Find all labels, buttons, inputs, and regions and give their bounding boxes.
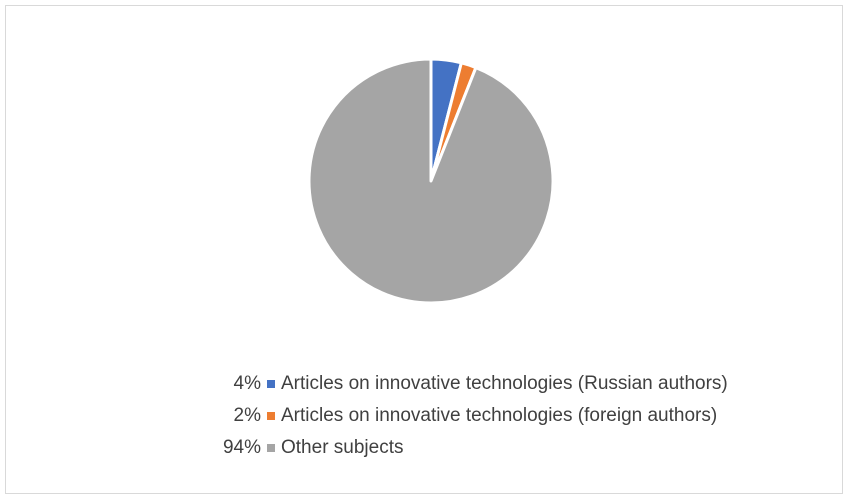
pie-slice-3 bbox=[307, 57, 555, 305]
legend-percent-label: 94% bbox=[222, 437, 261, 458]
pie-chart bbox=[307, 57, 555, 305]
chart-area: 4% Articles on innovative technologies (… bbox=[5, 5, 843, 494]
legend-item-foreign-authors: 2% Articles on innovative technologies (… bbox=[199, 401, 718, 431]
legend-percent-label: 4% bbox=[233, 373, 261, 394]
legend-swatch-orange bbox=[267, 412, 275, 420]
legend-swatch-blue bbox=[267, 380, 275, 388]
legend-label: Other subjects bbox=[281, 437, 404, 458]
legend-item-russian-authors: 4% Articles on innovative technologies (… bbox=[199, 369, 728, 399]
legend-label: Articles on innovative technologies (Rus… bbox=[281, 373, 728, 394]
legend-percent-label: 2% bbox=[233, 405, 261, 426]
legend-label: Articles on innovative technologies (for… bbox=[281, 405, 718, 426]
legend-item-other-subjects: 94% Other subjects bbox=[199, 433, 404, 463]
legend-swatch-gray bbox=[267, 444, 275, 452]
